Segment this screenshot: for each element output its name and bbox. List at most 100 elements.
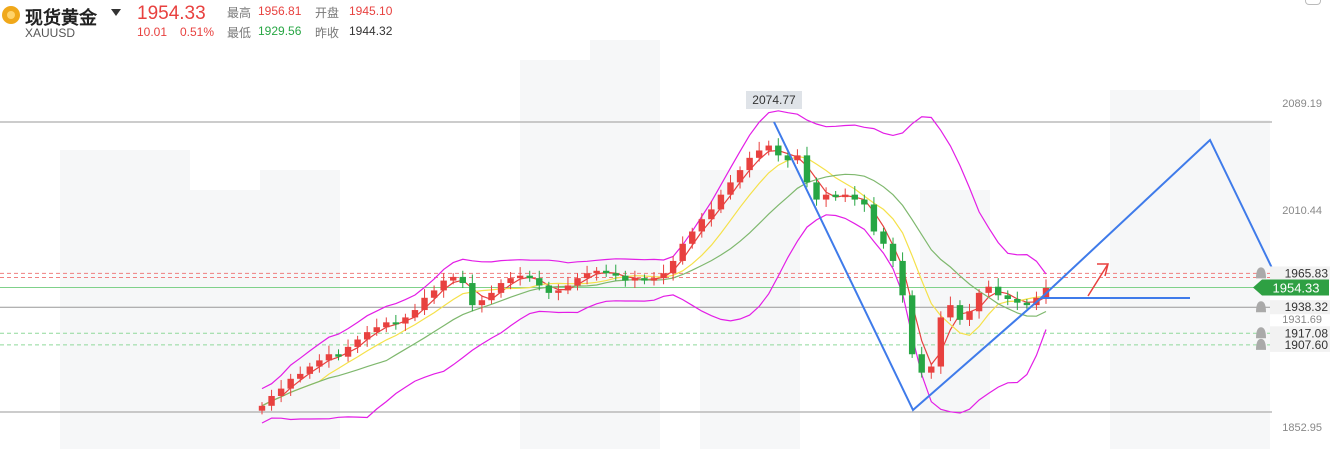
- low-value: 1929.56: [258, 24, 302, 38]
- bollinger-upper-line: [261, 110, 1047, 390]
- candle: [459, 276, 466, 284]
- candle: [392, 322, 400, 325]
- candle: [287, 378, 294, 389]
- alert-bell-icon: [1256, 327, 1266, 339]
- candle: [373, 327, 380, 333]
- price-level-label: 1965.83: [1285, 266, 1329, 280]
- cup-icon[interactable]: [1305, 0, 1321, 5]
- candle: [822, 194, 830, 200]
- candle: [784, 155, 792, 161]
- y-axis-tick-label: 2089.19: [1282, 98, 1322, 110]
- candle: [794, 155, 801, 161]
- candle: [545, 285, 553, 293]
- candle: [698, 219, 706, 232]
- candle: [717, 194, 725, 210]
- candle: [908, 295, 916, 355]
- candle: [861, 199, 868, 205]
- price-level-label: 1907.60: [1285, 338, 1329, 352]
- high-annotation-box: [746, 91, 802, 109]
- candle: [880, 231, 887, 244]
- open-value: 1945.10: [349, 4, 393, 18]
- candle: [832, 194, 839, 198]
- candle: [928, 366, 935, 373]
- background-building: [700, 170, 800, 449]
- candle: [555, 290, 562, 293]
- candle: [966, 311, 973, 320]
- candle: [660, 273, 667, 279]
- candle: [746, 157, 753, 171]
- gold-coin-icon: [2, 6, 20, 24]
- instrument-name[interactable]: 现货黄金: [25, 8, 97, 28]
- candle: [574, 278, 581, 286]
- candle: [497, 283, 505, 293]
- background-building: [60, 150, 190, 449]
- candle: [889, 243, 897, 261]
- candle: [478, 300, 486, 306]
- candle: [650, 278, 658, 281]
- candle: [297, 373, 304, 379]
- candle: [918, 354, 925, 373]
- candle: [689, 231, 696, 244]
- candle: [813, 182, 820, 200]
- candle: [1023, 302, 1031, 306]
- price-change: 10.01: [137, 25, 168, 39]
- current-price-tag: [1253, 279, 1329, 296]
- high-annotation-label: 2074.77: [752, 93, 796, 107]
- candle: [669, 260, 677, 274]
- candle: [258, 405, 266, 411]
- candle: [440, 280, 447, 291]
- candle: [516, 275, 524, 279]
- candle: [363, 332, 371, 340]
- y-axis-tick-label: 1931.69: [1282, 314, 1322, 326]
- candle: [612, 273, 619, 276]
- chevron-down-icon[interactable]: [111, 9, 121, 16]
- background-building: [1110, 90, 1200, 449]
- alert-bell-icon: [1256, 267, 1266, 279]
- candle: [1004, 295, 1011, 300]
- candle: [325, 354, 333, 361]
- candle: [583, 273, 591, 279]
- candle: [316, 360, 323, 367]
- prev-close-value: 1944.32: [349, 24, 393, 38]
- price-level-label: 1917.08: [1285, 326, 1329, 340]
- price-tag-bg: [1270, 326, 1330, 341]
- candle: [430, 290, 438, 298]
- y-axis-tick-label: 2010.44: [1282, 205, 1322, 217]
- candle: [411, 310, 419, 318]
- alert-bell-icon: [1256, 338, 1266, 350]
- candle: [956, 305, 964, 320]
- candle: [593, 270, 600, 274]
- last-price: 1954.33: [137, 3, 206, 24]
- candle: [450, 276, 457, 281]
- candle: [736, 170, 744, 183]
- candle: [344, 346, 352, 357]
- candle: [622, 275, 629, 281]
- price-tag-bg: [1270, 300, 1330, 315]
- candle: [641, 278, 648, 281]
- high-label: 最高: [227, 6, 252, 20]
- candle: [851, 194, 858, 200]
- candle: [469, 283, 476, 306]
- candle: [306, 366, 314, 374]
- price-tag-bg: [1270, 266, 1330, 281]
- candle: [631, 278, 639, 281]
- candle: [602, 270, 610, 274]
- price-change-percent: 0.51%: [180, 25, 215, 39]
- candle: [488, 292, 495, 301]
- candle: [975, 292, 983, 312]
- candle: [526, 275, 533, 279]
- candle: [994, 286, 1002, 296]
- candle: [402, 317, 409, 324]
- candle: [507, 278, 514, 284]
- background-building: [590, 40, 660, 449]
- high-value: 1956.81: [258, 4, 302, 18]
- candle: [708, 209, 715, 220]
- alert-bell-icon: [1256, 301, 1266, 313]
- candle: [947, 305, 954, 318]
- arrow-head-icon: [1097, 263, 1109, 277]
- candle: [383, 322, 390, 328]
- candle: [765, 145, 772, 151]
- y-axis-tick-label: 1852.95: [1282, 422, 1322, 434]
- candle: [679, 243, 686, 261]
